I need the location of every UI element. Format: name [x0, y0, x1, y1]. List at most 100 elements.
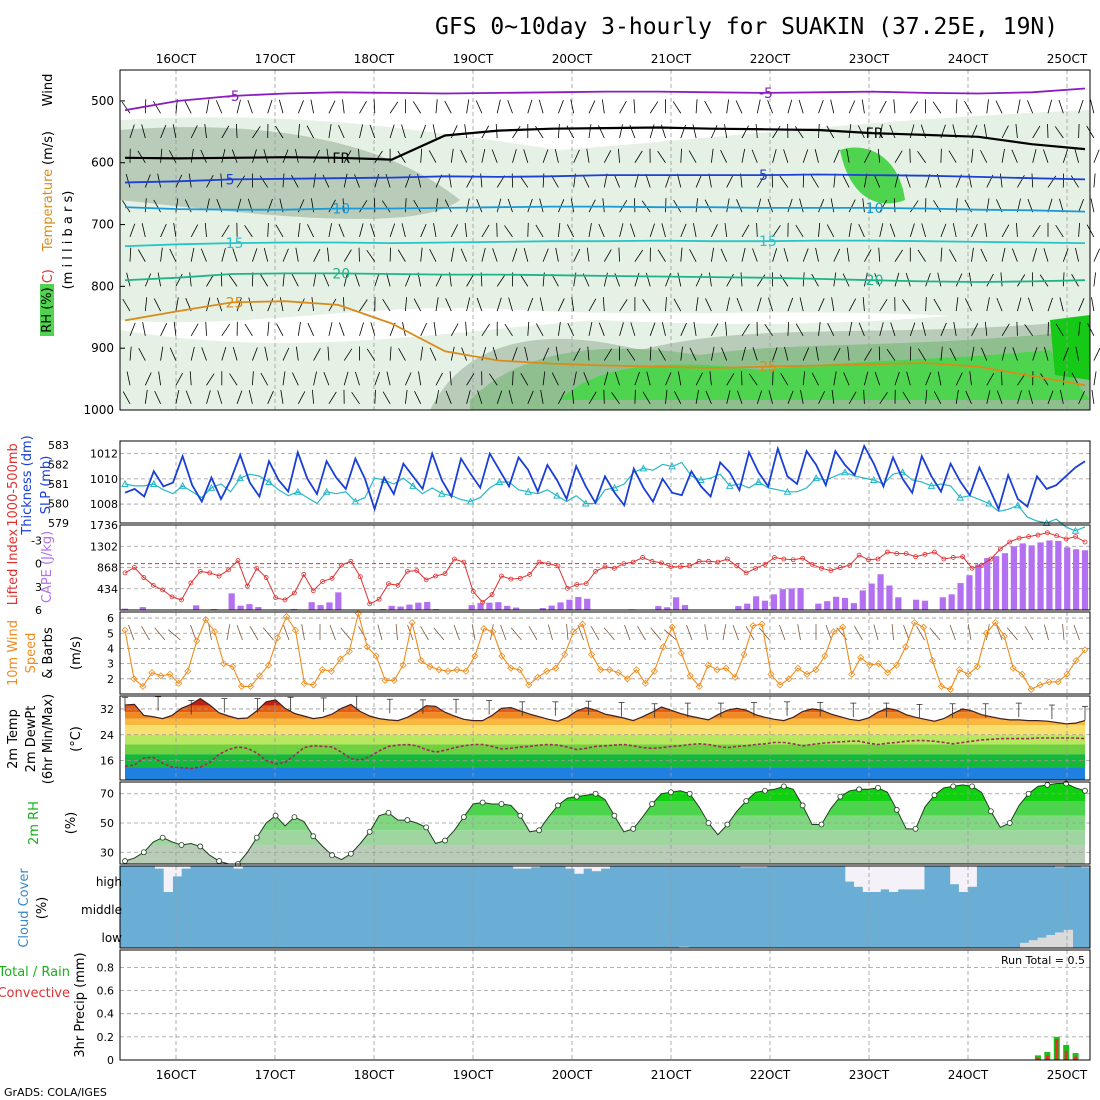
wind-barb — [1047, 297, 1053, 312]
wind-barb — [952, 223, 957, 237]
wind-barb — [980, 347, 988, 361]
li-point — [819, 565, 824, 571]
li-point — [339, 562, 344, 568]
footer-credit: GrADS: COLA/IGES — [4, 1086, 107, 1099]
wind10m-point — [579, 620, 587, 628]
wind-barb — [1055, 224, 1064, 238]
wind-barb — [783, 149, 789, 163]
wind10m-point — [193, 637, 201, 645]
wind10m-point — [1000, 632, 1008, 640]
wind-barb — [695, 273, 703, 287]
cape-bar — [850, 603, 857, 610]
wind10m-point — [740, 650, 748, 659]
wind-barb — [709, 371, 712, 386]
wind-barb — [588, 223, 592, 237]
wind-barb — [370, 223, 376, 238]
wind10m-barb — [967, 624, 972, 641]
x-tick-label-top: 21OCT — [651, 52, 692, 66]
wind-barb — [1055, 323, 1064, 337]
wind-barb — [342, 99, 345, 114]
wind-barb — [189, 272, 192, 287]
wind-barb — [618, 247, 620, 262]
wind-barb — [787, 99, 793, 114]
wind10m-barb — [722, 624, 727, 641]
temperature-panel: 16 24 32 2m Temp 2m DewPt (6hr Min/Max) (°C) — [6, 694, 1091, 784]
wind-barb — [955, 389, 959, 404]
wind-barb — [756, 175, 765, 188]
wind-barb — [567, 322, 575, 336]
rh-point — [385, 809, 392, 816]
cape-bar — [1010, 546, 1017, 610]
wind-barb — [894, 272, 900, 287]
wind-barb — [527, 390, 534, 404]
wind-barb — [1093, 347, 1100, 361]
wind-barb — [386, 272, 391, 287]
wind10m-point — [713, 666, 721, 674]
wind-barb — [798, 99, 804, 114]
thickness-point — [697, 476, 705, 484]
wind-barb — [263, 149, 269, 163]
wind-barb — [374, 371, 380, 386]
li-point — [1044, 530, 1050, 536]
wind-barb — [450, 346, 455, 361]
isotherm-label: 10 — [332, 201, 350, 217]
wind10m-point — [982, 629, 990, 637]
wind-barb — [189, 371, 192, 386]
pressure-tick-label: 600 — [91, 156, 114, 170]
wind10m-point — [1054, 678, 1062, 686]
wind-tick-label: 2 — [107, 673, 114, 686]
panel-frame — [119, 69, 1091, 411]
wind-barb — [756, 198, 762, 213]
wind-barb — [983, 124, 988, 139]
wind-barb — [1001, 323, 1010, 337]
wind-tick-label: 3 — [107, 658, 114, 671]
li-point — [772, 555, 777, 560]
wind-barb — [252, 347, 258, 361]
li-point — [461, 559, 467, 565]
rh-point — [272, 812, 279, 819]
wind-barb — [297, 321, 301, 336]
slp-panel: 1008 1010 1012 579 580 581 582 583 1000-500mb Thi… — [6, 435, 1091, 536]
li-point — [1054, 533, 1060, 539]
cape-tick-label: 1736 — [90, 519, 118, 532]
wind-barb — [815, 247, 819, 262]
wind-barb — [642, 391, 651, 405]
cape-bar — [290, 608, 297, 610]
wind-barb — [680, 247, 683, 262]
cape-bar — [575, 597, 582, 610]
wind-barb — [429, 248, 437, 262]
wind-barb — [204, 124, 207, 139]
wind-barb — [996, 390, 1003, 404]
li-point — [988, 556, 994, 562]
wind10m-point — [1009, 664, 1017, 672]
wind-barb — [1027, 297, 1034, 312]
wind-barb — [721, 347, 728, 361]
wind-barb — [971, 224, 978, 238]
wind-barb — [359, 223, 364, 238]
wind-barb — [940, 223, 947, 238]
wind-barb — [1001, 346, 1006, 361]
wind-barb — [386, 371, 391, 386]
wind10m-point — [256, 672, 264, 680]
wind-barb — [603, 173, 608, 188]
wind-barb — [582, 174, 590, 188]
wind10m-point — [471, 652, 479, 660]
wind-barb — [504, 225, 513, 238]
rh-point — [611, 812, 618, 819]
wind-barb — [129, 247, 132, 262]
isotherm-label: FR — [332, 151, 350, 167]
wind-barb — [695, 174, 702, 188]
wind-barb — [1032, 347, 1038, 361]
wind-barb — [520, 372, 529, 386]
li-point — [357, 574, 363, 580]
wind10m-point — [426, 663, 434, 671]
precip-panel: Run Total = 0.5 0 0.2 0.4 0.6 0.8 3hr Precip … — [0, 949, 1091, 1067]
wind-panel: 2 3 4 5 6 10m Wind Speed & Barbs (m/s) — [6, 609, 1091, 695]
wind-barb — [1090, 99, 1095, 114]
wind-barb — [848, 223, 852, 237]
thickness-point — [178, 481, 187, 489]
wind-barb — [658, 348, 666, 361]
thickness-point — [639, 464, 648, 472]
wind-barb — [1078, 198, 1084, 213]
wind-barb — [175, 372, 184, 386]
